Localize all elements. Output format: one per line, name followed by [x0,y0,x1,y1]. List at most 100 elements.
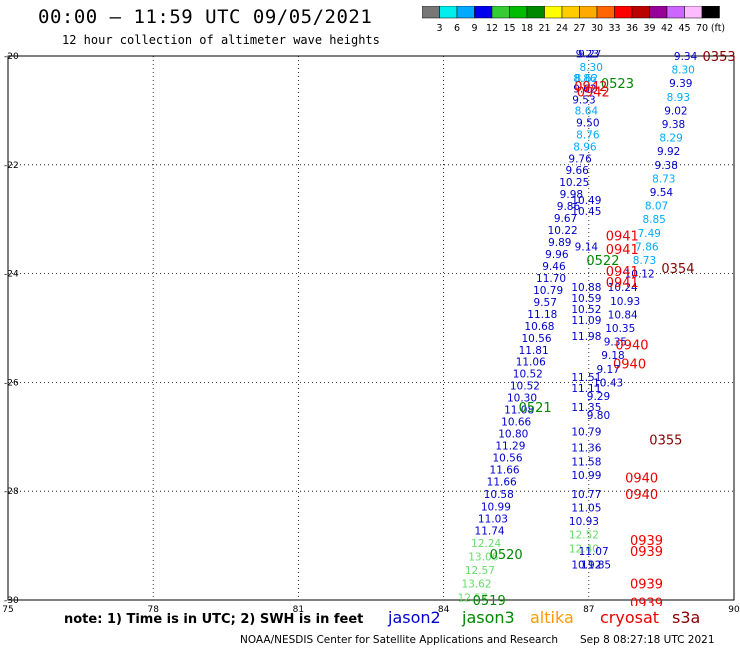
y-tick-label: -20 [4,52,19,62]
legend-jason2: jason2 [388,608,441,627]
chart-subtitle: 12 hour collection of altimeter wave hei… [62,33,380,47]
color-tick-label: 70 [696,23,708,34]
color-tick-label: 39 [643,23,655,34]
swh-value-label: 10.93 [569,516,599,528]
swh-value-label: 11.29 [495,441,525,453]
swh-value-label: 11.07 [579,546,609,558]
swh-value-label: 8.29 [659,133,682,145]
swh-value-label: 10.35 [605,323,635,335]
swh-value-label: 13.62 [461,579,491,591]
swh-value-label: 9.18 [601,350,624,362]
swh-value-label: 10.45 [571,206,601,218]
swh-value-label: 11.66 [490,464,520,476]
swh-value-label: 9.02 [664,105,687,117]
swh-value-label: 8.64 [575,105,599,117]
legend-altika: altika [530,608,574,627]
y-tick-label: -22 [4,161,19,171]
legend-cryosat: cryosat [600,608,660,627]
swh-value-label: 9.96 [545,249,569,261]
swh-value-label: 9.62 [573,84,596,96]
swh-value-label: 10.24 [608,282,638,294]
footer-note: note: 1) Time is in UTC; 2) SWH is in fe… [64,612,364,627]
x-tick-label: 78 [147,605,159,615]
swh-value-label: 8.30 [580,62,603,74]
swh-value-label: 9.23 [576,48,599,60]
swh-value-label: 8.73 [633,255,656,267]
swh-value-label: 10.52 [510,381,540,393]
color-tick-label: 6 [454,23,460,34]
swh-value-label: 10.52 [571,304,601,316]
swh-value-label: 10.66 [501,417,531,429]
swh-value-label: 11.08 [504,405,534,417]
swh-value-label: 8.85 [642,214,665,226]
swh-value-label: 10.92 [571,560,601,572]
swh-value-label: 10.43 [593,377,623,389]
swh-value-label: 8.62 [575,73,598,85]
swh-value-label: 9.86 [575,0,599,6]
swh-value-label: 9.92 [657,146,680,158]
swh-value-label: 8.75 [585,10,608,22]
swh-value-label: 10.56 [521,333,551,345]
swh-value-label: 9.29 [587,391,610,403]
swh-value-label: 9.39 [669,78,692,90]
swh-value-label: 11.05 [571,503,601,515]
pass-time-tag: 0942 [574,80,607,95]
color-tick-label: 42 [661,23,673,34]
pass-time-tag: 0939 [630,578,663,593]
swh-value-label: 10.84 [608,309,638,321]
swh-value-label: 9.86 [557,201,581,213]
pass-time-tag: 0940 [613,357,646,372]
swh-value-label: 9.50 [576,117,599,129]
swh-value-label: 8.93 [667,92,690,104]
swh-value-label: 9.98 [560,189,583,201]
swh-value-label: 8.30 [671,65,694,77]
swh-value-label: 10.52 [513,369,543,381]
swh-value-label: 8.76 [576,129,600,141]
pass-time-tag: 0940 [625,488,658,503]
color-swatch [701,6,720,19]
swh-value-label: 11.11 [571,383,601,395]
swh-value-label: 10.25 [559,177,589,189]
swh-value-label: 7.86 [635,241,659,253]
swh-value-label: 11.09 [571,315,601,327]
swh-value-label: 11.06 [516,357,546,369]
pass-time-tag: 0939 [630,597,663,612]
legend-jason3: jason3 [462,608,515,627]
swh-value-label: 10.79 [571,426,601,438]
x-tick-label: 84 [438,605,450,615]
swh-value-label: 8.64 [582,37,606,49]
swh-value-label: 13.06 [468,551,498,563]
swh-value-label: 10.80 [498,429,528,441]
swh-value-label: 9.66 [565,165,589,177]
swh-value-label: 11.81 [519,345,549,357]
swh-value-label: 9.79 [681,27,704,39]
swh-value-label: 9.46 [542,261,566,273]
color-tick-label: 24 [556,23,568,34]
color-tick-label: 36 [626,23,638,34]
swh-value-label: 8.86 [573,73,597,85]
color-scale-bar: 3 6 9 12 15 18 21 24 27 30 33 36 39 42 45 70 (ft) [422,6,725,34]
swh-value-label: 9.14 [575,241,599,253]
color-tick-label: 9 [471,23,477,34]
swh-value-label: 11.98 [571,331,601,343]
swh-value-label: 9.17 [596,364,619,376]
color-tick-label: 18 [521,23,533,34]
swh-value-label: 9.34 [674,51,698,63]
pass-time-tag: 0520 [490,548,523,563]
swh-value-label: 11.58 [571,456,601,468]
color-tick-label: 30 [591,23,603,34]
swh-value-label: 8.07 [645,201,668,213]
plot-frame [7,55,735,601]
swh-value-label: 9.89 [548,237,571,249]
swh-value-label: 10.88 [685,0,715,11]
swh-value-label: 10.88 [571,282,601,294]
swh-value-label: 12.40 [569,543,599,555]
swh-value-label: 8.97 [594,0,617,6]
x-tick-label: 87 [583,605,594,615]
swh-value-label: 10.58 [484,489,514,501]
data-layer: 12.5713.6212.5713.0612.2411.7411.0310.99… [458,0,736,612]
x-tick-label: 90 [728,605,740,615]
color-tick-label: 45 [678,23,690,34]
swh-value-label: 10.59 [571,293,601,305]
